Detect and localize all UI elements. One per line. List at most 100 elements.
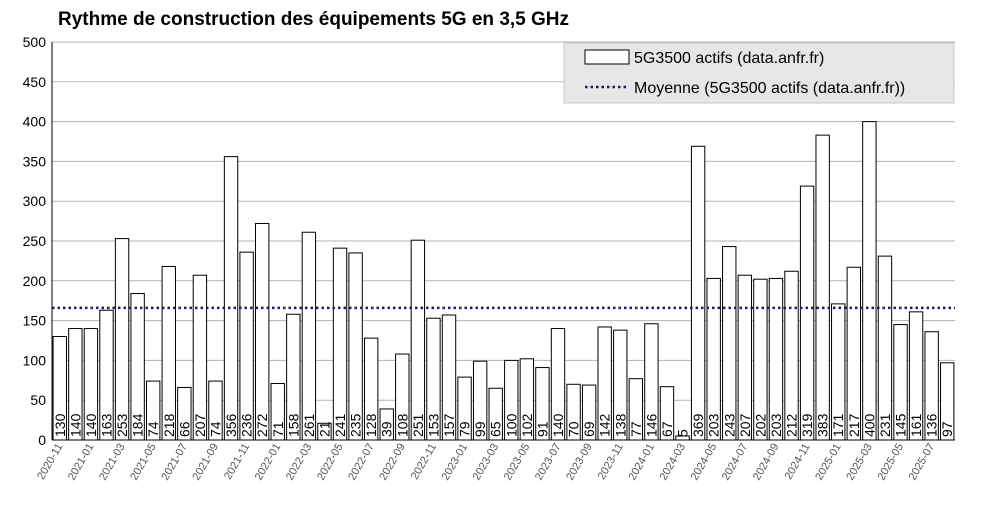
bar [862,121,877,441]
data-label: 99 [472,421,488,437]
data-label: 70 [566,421,582,437]
data-label: 138 [612,413,628,437]
y-tick-label: 500 [23,34,47,50]
x-tick-label: 2024-11 [783,442,813,482]
x-tick-label: 2023-05 [502,442,533,483]
x-tick-label: 2022-03 [284,442,315,483]
data-label: 5 [675,429,691,437]
data-label: 163 [98,413,114,437]
x-tick-label: 2021-05 [128,442,159,483]
y-axis-ticks: 0 50 100 150 200 250 300 350 400 450 500 [23,34,47,448]
data-label: 66 [176,421,192,437]
data-label: 203 [768,413,784,437]
y-tick-label: 400 [23,114,47,130]
data-label: 207 [192,413,208,437]
legend-label-series: 5G3500 actifs (data.anfr.fr) [634,50,824,67]
x-tick-label: 2023-03 [471,442,502,483]
data-label: 243 [721,413,737,437]
data-label: 108 [394,413,410,437]
bar [410,239,426,441]
y-tick-label: 0 [38,432,46,448]
x-tick-label: 2024-09 [751,442,782,483]
data-label: 97 [939,421,955,437]
data-label: 207 [737,413,753,437]
data-label: 77 [628,421,644,437]
bar [799,185,815,441]
data-label: 253 [114,413,130,437]
data-label: 369 [690,413,706,437]
data-label: 67 [659,421,675,437]
y-tick-label: 250 [23,233,47,249]
data-label: 136 [924,413,940,437]
bar [690,145,706,441]
x-tick-label: 2022-05 [315,442,346,483]
bar [815,134,830,441]
data-label: 184 [130,413,146,437]
data-label: 140 [83,413,99,437]
data-label: 251 [410,413,426,437]
x-tick-label: 2024-07 [720,442,751,483]
x-tick-label: 2021-09 [190,442,221,483]
data-label: 203 [706,413,722,437]
data-label: 140 [67,413,83,437]
x-tick-label: 2025-05 [876,442,907,483]
data-label: 71 [270,421,286,437]
data-label: 74 [207,421,223,437]
data-label: 153 [425,413,441,437]
x-tick-label: 2025-01 [813,442,844,483]
data-label: 400 [861,413,877,437]
x-tick-label: 2023-09 [564,442,595,483]
bar [301,231,317,441]
x-axis-ticks: 2020-11 2021-01 2021-03 2021-05 2021-07 2021-… [35,442,937,483]
x-tick-label: 2025-03 [844,442,875,483]
data-label: 91 [534,421,550,437]
bar [223,156,239,441]
legend-label-average: Moyenne (5G3500 actifs (data.anfr.fr)) [634,80,905,97]
legend: 5G3500 actifs (data.anfr.fr) Moyenne (5G3… [563,42,955,104]
bars [52,121,955,441]
data-label: 217 [846,413,862,437]
data-label: 236 [239,413,255,437]
x-tick-label: 2021-07 [159,442,190,483]
data-label: 21 [316,421,332,437]
data-label: 158 [285,413,301,437]
data-label: 171 [830,413,846,437]
data-label: 383 [815,413,831,437]
data-label: 79 [457,421,473,437]
bar [877,255,893,441]
data-label: 261 [301,413,317,437]
x-tick-label: 2021-11 [222,442,252,482]
bar [722,246,737,441]
axes [51,42,955,441]
data-label: 100 [503,413,519,437]
data-label: 130 [52,413,68,437]
bar [114,238,130,441]
x-tick-label: 2024-05 [689,442,720,483]
data-label: 161 [908,413,924,437]
data-label: 319 [799,413,815,437]
y-tick-label: 450 [23,74,47,90]
data-label: 231 [877,413,893,437]
data-label: 69 [581,421,597,437]
bar [239,251,254,441]
data-label: 241 [332,413,348,437]
bar [254,222,270,441]
x-tick-label: 2021-03 [97,442,128,483]
data-label: 142 [597,413,613,437]
x-tick-label: 2024-03 [658,442,689,483]
data-label: 157 [441,413,457,437]
x-tick-label: 2022-11 [409,442,439,482]
x-tick-label: 2022-01 [253,442,284,483]
data-label: 140 [550,413,566,437]
x-tick-label: 2023-07 [533,442,564,483]
data-label: 218 [161,413,177,437]
x-tick-label: 2022-09 [377,442,408,483]
bar [348,252,363,441]
bar [332,247,348,441]
y-tick-label: 300 [23,193,47,209]
data-label: 146 [643,413,659,437]
y-tick-label: 200 [23,273,47,289]
data-label: 74 [145,421,161,437]
data-label: 145 [893,413,909,437]
